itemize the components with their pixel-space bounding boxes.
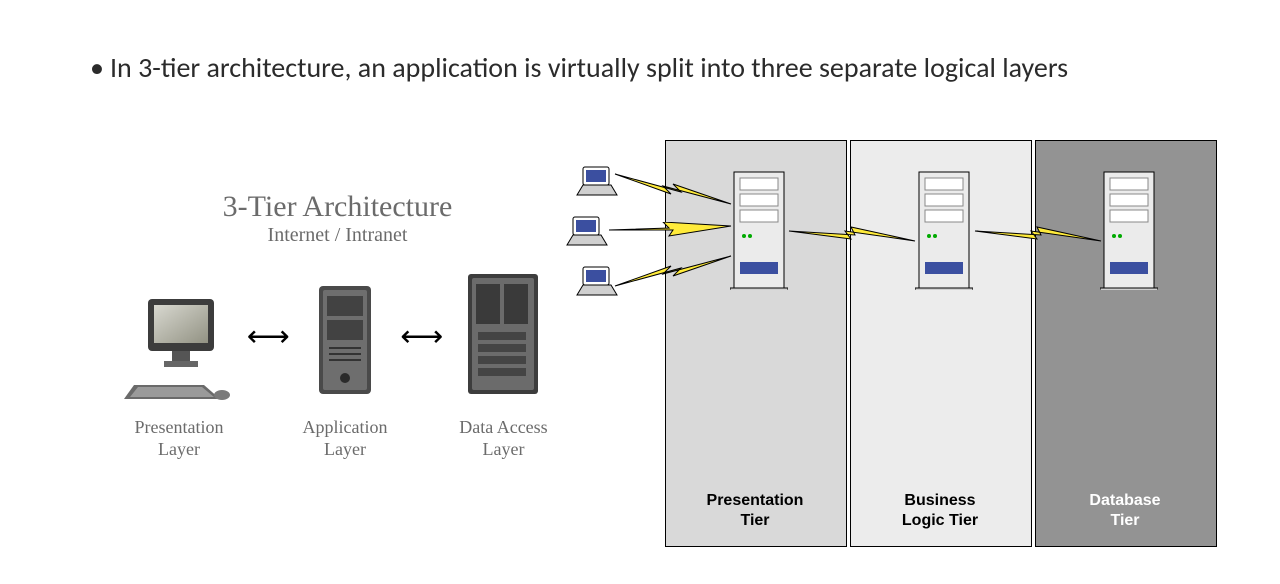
- app-server-icon: [305, 282, 385, 402]
- left-diagram-title: 3-Tier Architecture: [120, 190, 555, 224]
- laptop-icon-1: [575, 165, 619, 199]
- application-label-1: Application: [302, 417, 387, 437]
- left-diagram-row: Presentation Layer ⟷ Application Layer ⟷: [120, 272, 555, 460]
- arrow-mid-right: ⟷: [400, 318, 443, 355]
- presentation-layer-item: Presentation Layer: [124, 297, 234, 460]
- data-access-label-1: Data Access: [459, 417, 547, 437]
- left-diagram-subtitle: Internet / Intranet: [120, 224, 555, 247]
- bullet-text: In 3-tier architecture, an application i…: [110, 50, 1068, 85]
- bullet-line: In 3-tier architecture, an application i…: [110, 50, 1068, 85]
- laptop-icon-2: [565, 215, 609, 249]
- data-access-layer-item: Data Access Layer: [456, 272, 551, 460]
- db-server-icon: [456, 272, 551, 402]
- left-diagram: 3-Tier Architecture Internet / Intranet: [120, 180, 555, 500]
- right-diagram: Presentation Tier Business Logic Tier Da…: [565, 130, 1265, 560]
- tier-label-database: Database Tier: [1035, 491, 1215, 531]
- presentation-label-2: Layer: [158, 439, 200, 459]
- arrow-left-mid: ⟷: [247, 318, 290, 355]
- server-icon-presentation: [730, 170, 788, 290]
- application-layer-item: Application Layer: [302, 282, 387, 460]
- presentation-label-1: Presentation: [135, 417, 224, 437]
- data-access-label-2: Layer: [482, 439, 524, 459]
- tier-label-presentation: Presentation Tier: [665, 491, 845, 531]
- server-icon-business: [915, 170, 973, 290]
- tier-label-business: Business Logic Tier: [850, 491, 1030, 531]
- client-pc-icon: [124, 297, 234, 402]
- laptop-icon-3: [575, 265, 619, 299]
- server-icon-database: [1100, 170, 1158, 290]
- application-label-2: Layer: [324, 439, 366, 459]
